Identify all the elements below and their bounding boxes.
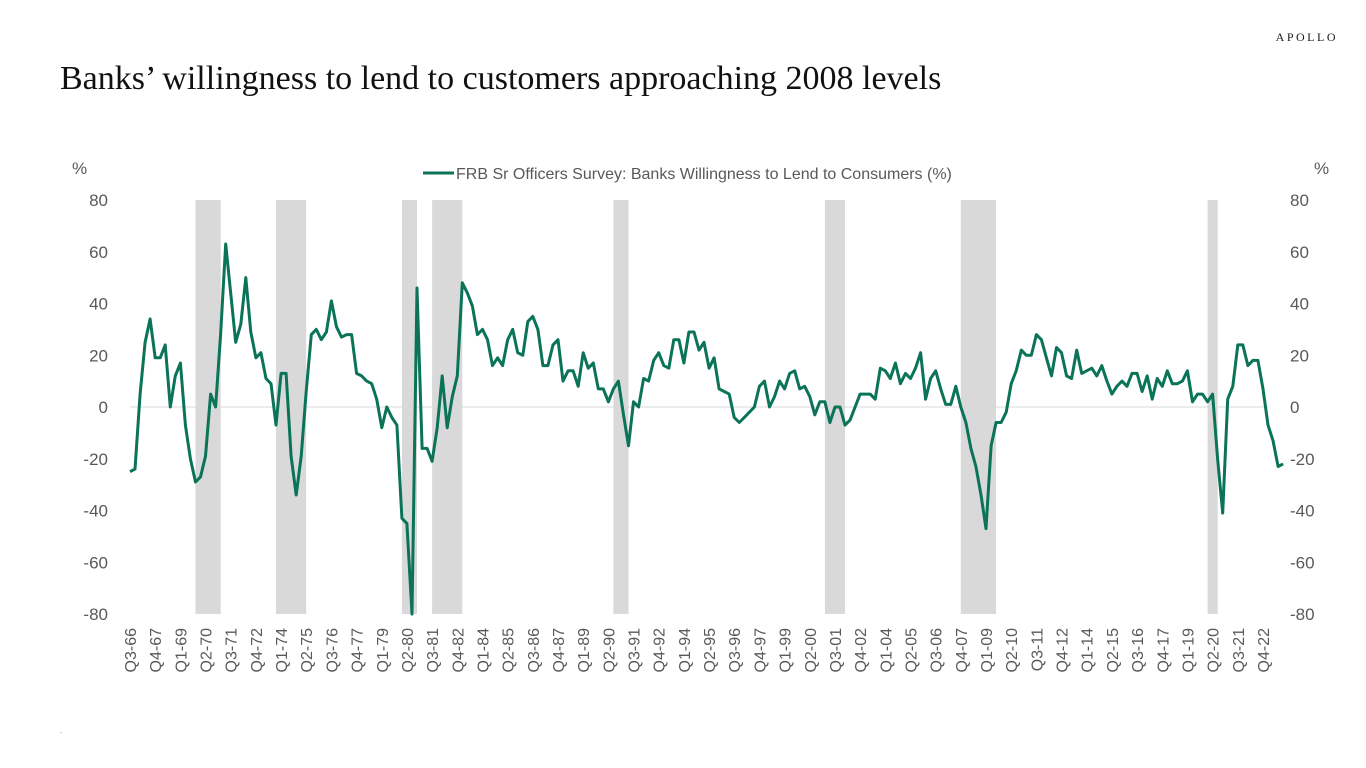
x-tick-label: Q4-92 xyxy=(652,628,669,673)
x-axis: Q3-66 Q4-67 Q1-69 Q2-70 Q3-71 Q4-72 Q1-74 Q2-75… xyxy=(123,628,1273,673)
footnote: . xyxy=(60,726,63,735)
legend: FRB Sr Officers Survey: Banks Willingnes… xyxy=(423,166,952,183)
y-tick-label-right: 40 xyxy=(1290,295,1309,314)
y-tick-label-left: -40 xyxy=(83,502,108,521)
x-tick-label: Q1-84 xyxy=(476,628,493,673)
x-tick-label: Q4-67 xyxy=(148,628,165,673)
x-tick-label: Q2-80 xyxy=(400,628,417,673)
x-tick-label: Q2-10 xyxy=(1004,628,1021,673)
x-tick-label: Q4-17 xyxy=(1155,628,1172,673)
y-tick-label-right: 20 xyxy=(1290,346,1309,365)
x-tick-label: Q4-02 xyxy=(853,628,870,673)
x-tick-label: Q1-89 xyxy=(576,628,593,673)
x-tick-label: Q4-97 xyxy=(752,628,769,673)
x-tick-label: Q3-76 xyxy=(324,628,341,673)
x-tick-label: Q3-11 xyxy=(1029,628,1046,671)
y-tick-label-right: -80 xyxy=(1290,605,1315,624)
y-tick-label-left: -60 xyxy=(83,553,108,572)
y-tick-label-left: 0 xyxy=(99,398,108,417)
x-tick-label: Q1-19 xyxy=(1180,628,1197,673)
x-tick-label: Q2-00 xyxy=(803,628,820,673)
y-axis-left: 80 60 40 20 0 -20 -40 -60 -80 xyxy=(83,191,108,624)
y-tick-label-left: 80 xyxy=(89,191,108,210)
brand-logo: APOLLO xyxy=(1275,30,1338,44)
x-tick-label: Q3-86 xyxy=(526,628,543,673)
x-tick-label: Q1-04 xyxy=(878,628,895,673)
x-tick-label: Q1-94 xyxy=(677,628,694,673)
x-tick-label: Q3-96 xyxy=(727,628,744,673)
x-tick-label: Q1-99 xyxy=(778,628,795,673)
x-tick-label: Q3-71 xyxy=(224,628,241,673)
x-tick-label: Q3-66 xyxy=(123,628,140,673)
x-tick-label: Q2-95 xyxy=(702,628,719,673)
y-tick-label-left: 20 xyxy=(89,346,108,365)
y-tick-label-left: -20 xyxy=(83,450,108,469)
x-tick-label: Q2-90 xyxy=(601,628,618,673)
y-tick-label-right: 80 xyxy=(1290,191,1309,210)
y-axis-right: 80 60 40 20 0 -20 -40 -60 -80 xyxy=(1290,191,1315,624)
legend-label: FRB Sr Officers Survey: Banks Willingnes… xyxy=(456,166,952,183)
y-tick-label-right: 60 xyxy=(1290,243,1309,262)
x-tick-label: Q1-69 xyxy=(173,628,190,673)
x-tick-label: Q2-85 xyxy=(501,628,518,673)
y-tick-label-right: -40 xyxy=(1290,502,1315,521)
y-tick-label-left: -80 xyxy=(83,605,108,624)
x-tick-label: Q3-91 xyxy=(627,628,644,673)
series-line xyxy=(129,242,1284,616)
x-tick-label: Q3-01 xyxy=(828,628,845,673)
y-tick-label-right: 0 xyxy=(1290,398,1299,417)
y-tick-label-right: -20 xyxy=(1290,450,1315,469)
x-tick-label: Q1-79 xyxy=(375,628,392,673)
y-unit-right: % xyxy=(1314,159,1329,178)
x-tick-label: Q4-72 xyxy=(249,628,266,673)
x-tick-label: Q4-22 xyxy=(1256,628,1273,673)
x-tick-label: Q1-09 xyxy=(979,628,996,673)
y-tick-label-left: 40 xyxy=(89,295,108,314)
x-tick-label: Q4-87 xyxy=(551,628,568,673)
x-tick-label: Q2-15 xyxy=(1105,628,1122,673)
x-tick-label: Q4-07 xyxy=(954,628,971,673)
page-title: Banks’ willingness to lend to customers … xyxy=(60,60,942,97)
y-tick-label-left: 60 xyxy=(89,243,108,262)
x-tick-label: Q4-82 xyxy=(450,628,467,673)
x-tick-label: Q2-70 xyxy=(199,628,216,673)
x-tick-label: Q2-75 xyxy=(299,628,316,673)
x-tick-label: Q3-21 xyxy=(1231,628,1248,673)
x-tick-label: Q1-74 xyxy=(274,628,291,673)
x-tick-label: Q3-06 xyxy=(929,628,946,673)
y-unit-left: % xyxy=(72,159,87,178)
x-tick-label: Q4-12 xyxy=(1055,628,1072,673)
x-tick-label: Q3-16 xyxy=(1130,628,1147,673)
x-tick-label: Q1-14 xyxy=(1080,628,1097,673)
x-tick-label: Q4-77 xyxy=(350,628,367,673)
x-tick-label: Q2-20 xyxy=(1206,628,1223,673)
x-tick-label: Q3-81 xyxy=(425,628,442,673)
y-tick-label-right: -60 xyxy=(1290,553,1315,572)
x-tick-label: Q2-05 xyxy=(904,628,921,673)
